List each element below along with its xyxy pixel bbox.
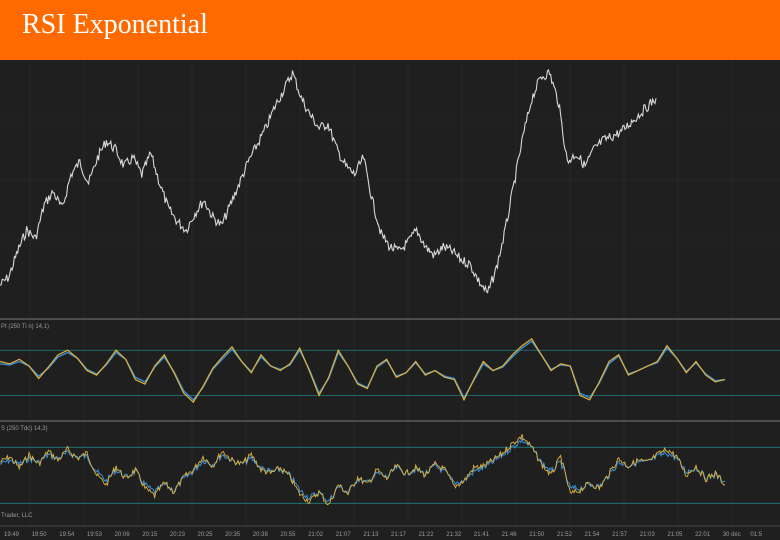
rsi-panel-label: PI (250 Ti n) 14,1) [1,324,49,330]
time-axis-tick-label: 20:25 [198,532,214,538]
time-axis-tick-label: 19:49 [4,532,20,538]
time-axis-tick-label: 01:5 [750,532,762,538]
page-title: RSI Exponential [22,9,208,40]
stochastic-panel-label: S (250 Tdc) 14,3) [1,426,48,432]
time-axis-tick-label: 20:35 [225,532,241,538]
chart-grid [0,60,780,526]
time-axis-tick-label: 21:41 [474,532,490,538]
rsi-fast-line [0,338,726,404]
copyright-label: Trader, LLC [1,513,33,519]
time-axis-tick-label: 19:53 [87,532,103,538]
time-axis-tick-label: 30 déc [723,532,741,538]
time-axis-tick-label: 21:05 [667,532,683,538]
time-axis-tick-label: 21:17 [391,532,407,538]
time-axis-tick-label: 21:50 [529,532,545,538]
time-axis-tick-label: 21:03 [640,532,656,538]
time-axis-tick-label: 20:38 [253,532,269,538]
time-axis-tick-label: 21:57 [612,532,628,538]
time-axis-tick-label: 21:13 [363,532,379,538]
time-axis-tick-label: 21:07 [336,532,352,538]
stochastic-fast-line [0,434,726,506]
time-axis-tick-label: 21:32 [446,532,462,538]
rsi-panel[interactable]: PI (250 Ti n) 14,1) [0,324,780,404]
time-axis-tick-label: 21:46 [502,532,518,538]
chart-area[interactable]: PI (250 Ti n) 14,1) S (250 Tdc) 14,3) Tr… [0,60,780,540]
price-series-line [0,68,657,294]
time-axis-tick-label: 22:01 [695,532,711,538]
price-panel[interactable] [0,68,657,294]
title-banner: RSI Exponential [0,0,780,60]
time-axis-tick-label: 20:06 [115,532,131,538]
time-axis-tick-label: 20:15 [142,532,158,538]
time-axis-tick-label: 19:54 [59,532,75,538]
time-axis-tick-label: 19:50 [32,532,48,538]
stochastic-panel[interactable]: S (250 Tdc) 14,3) Trader, LLC [0,426,780,519]
time-axis-tick-label: 20:23 [170,532,186,538]
time-axis-tick-label: 20:55 [280,532,296,538]
time-axis-tick-label: 21:02 [308,532,324,538]
time-axis[interactable]: 19:49 19:50 19:54 19:53 20:06 20:15 20:23 20:25… [4,532,763,538]
time-axis-tick-label: 21:54 [585,532,601,538]
rsi-slow-line [0,340,726,401]
time-axis-tick-label: 21:52 [557,532,573,538]
time-axis-tick-label: 21:22 [419,532,435,538]
